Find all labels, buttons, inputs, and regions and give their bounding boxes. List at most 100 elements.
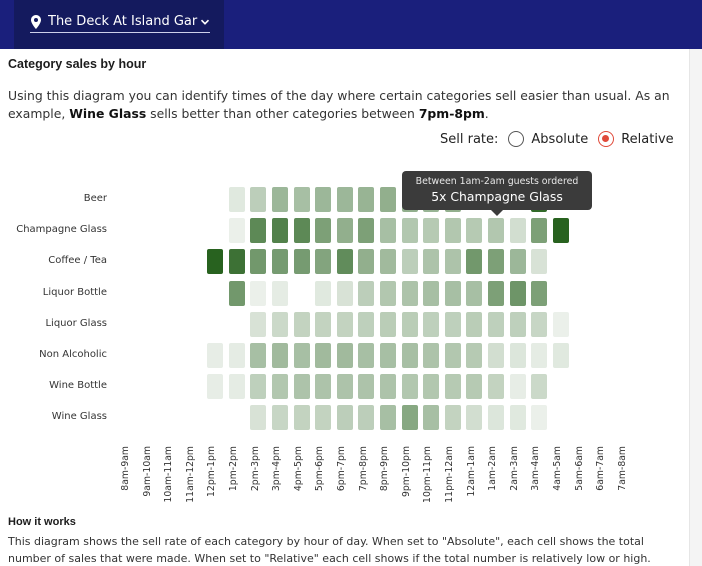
heatmap-cell[interactable] xyxy=(336,374,353,400)
heatmap-cell[interactable] xyxy=(444,280,461,306)
heatmap-cell[interactable] xyxy=(228,374,245,400)
heatmap-cell[interactable] xyxy=(380,405,396,431)
heatmap-cell[interactable] xyxy=(531,280,548,306)
heatmap-cell[interactable] xyxy=(466,311,483,337)
heatmap-cell[interactable] xyxy=(380,280,396,306)
heatmap-cell[interactable] xyxy=(444,249,461,275)
heatmap-cell[interactable] xyxy=(401,280,418,306)
heatmap-cell[interactable] xyxy=(380,187,396,212)
heatmap-cell[interactable] xyxy=(272,343,288,368)
heatmap-cell[interactable] xyxy=(423,249,440,275)
heatmap-cell[interactable] xyxy=(423,280,440,306)
heatmap-cell[interactable] xyxy=(401,343,418,368)
heatmap-cell[interactable] xyxy=(336,280,353,306)
heatmap-cell[interactable] xyxy=(423,311,440,337)
heatmap-cell[interactable] xyxy=(466,280,483,306)
heatmap-cell[interactable] xyxy=(228,218,245,244)
heatmap-cell[interactable] xyxy=(423,405,440,431)
heatmap-cell[interactable] xyxy=(401,311,418,337)
heatmap-cell[interactable] xyxy=(380,343,396,368)
heatmap-cell[interactable] xyxy=(531,311,548,337)
heatmap-cell[interactable] xyxy=(293,311,310,337)
heatmap-cell[interactable] xyxy=(380,249,396,275)
heatmap-cell[interactable] xyxy=(293,187,310,212)
heatmap-cell[interactable] xyxy=(272,187,288,212)
heatmap-cell[interactable] xyxy=(423,343,440,368)
heatmap-cell[interactable] xyxy=(509,311,526,337)
heatmap-cell[interactable] xyxy=(444,311,461,337)
heatmap-cell[interactable] xyxy=(293,405,310,431)
heatmap-cell[interactable] xyxy=(358,249,375,275)
heatmap-cell[interactable] xyxy=(380,311,396,337)
heatmap-cell[interactable] xyxy=(272,280,288,306)
heatmap-cell[interactable] xyxy=(207,249,224,275)
heatmap-cell[interactable] xyxy=(380,374,396,400)
radio-circle-icon[interactable] xyxy=(508,131,525,147)
heatmap-cell[interactable] xyxy=(466,374,483,400)
heatmap-cell[interactable] xyxy=(336,405,353,431)
sell-rate-relative-radio[interactable]: Relative xyxy=(598,131,674,147)
heatmap-cell[interactable] xyxy=(315,343,332,368)
heatmap-cell[interactable] xyxy=(250,187,267,212)
heatmap-cell[interactable] xyxy=(444,374,461,400)
venue-selector[interactable]: The Deck At Island Gar xyxy=(14,0,224,49)
heatmap-cell[interactable] xyxy=(293,343,310,368)
heatmap-cell[interactable] xyxy=(315,374,332,400)
heatmap-cell[interactable] xyxy=(531,249,548,275)
heatmap-cell[interactable] xyxy=(358,280,375,306)
heatmap-cell[interactable] xyxy=(401,218,418,244)
heatmap-cell[interactable] xyxy=(358,405,375,431)
heatmap-cell[interactable] xyxy=(293,249,310,275)
heatmap-cell[interactable] xyxy=(401,374,418,400)
heatmap-cell[interactable] xyxy=(509,374,526,400)
heatmap-cell[interactable] xyxy=(488,249,504,275)
heatmap-cell[interactable] xyxy=(358,374,375,400)
heatmap-cell[interactable] xyxy=(293,374,310,400)
heatmap-cell[interactable] xyxy=(272,374,288,400)
heatmap-cell[interactable] xyxy=(531,374,548,400)
heatmap-cell[interactable] xyxy=(488,218,504,244)
heatmap-cell[interactable] xyxy=(552,343,569,368)
heatmap-cell[interactable] xyxy=(552,311,569,337)
venue-dropdown[interactable]: The Deck At Island Gar xyxy=(30,11,210,33)
heatmap-cell[interactable] xyxy=(401,249,418,275)
heatmap-cell[interactable] xyxy=(509,249,526,275)
heatmap-cell[interactable] xyxy=(509,280,526,306)
heatmap-cell[interactable] xyxy=(444,405,461,431)
heatmap-cell[interactable] xyxy=(207,343,224,368)
page-scrollbar[interactable] xyxy=(689,49,702,566)
heatmap-cell[interactable] xyxy=(509,405,526,431)
heatmap-cell[interactable] xyxy=(272,249,288,275)
heatmap-cell[interactable] xyxy=(531,343,548,368)
heatmap-cell[interactable] xyxy=(423,374,440,400)
heatmap-cell[interactable] xyxy=(466,405,483,431)
heatmap-cell[interactable] xyxy=(315,249,332,275)
heatmap-cell[interactable] xyxy=(272,311,288,337)
heatmap-cell[interactable] xyxy=(250,374,267,400)
heatmap-cell[interactable] xyxy=(488,343,504,368)
heatmap-cell[interactable] xyxy=(488,311,504,337)
heatmap-cell[interactable] xyxy=(293,218,310,244)
heatmap-cell[interactable] xyxy=(207,374,224,400)
heatmap-cell[interactable] xyxy=(336,311,353,337)
heatmap-cell[interactable] xyxy=(488,280,504,306)
heatmap-cell[interactable] xyxy=(315,218,332,244)
heatmap-cell[interactable] xyxy=(250,249,267,275)
heatmap-cell[interactable] xyxy=(444,218,461,244)
heatmap-cell[interactable] xyxy=(336,343,353,368)
heatmap-cell[interactable] xyxy=(466,218,483,244)
heatmap-cell[interactable] xyxy=(315,405,332,431)
heatmap-cell[interactable] xyxy=(488,405,504,431)
heatmap-cell[interactable] xyxy=(336,249,353,275)
heatmap-cell[interactable] xyxy=(444,343,461,368)
heatmap-cell[interactable] xyxy=(250,218,267,244)
heatmap-cell[interactable] xyxy=(336,187,353,212)
heatmap-cell[interactable] xyxy=(509,218,526,244)
heatmap-cell[interactable] xyxy=(250,343,267,368)
heatmap-cell[interactable] xyxy=(272,218,288,244)
heatmap-cell[interactable] xyxy=(423,218,440,244)
heatmap-cell[interactable] xyxy=(488,374,504,400)
heatmap-cell[interactable] xyxy=(466,249,483,275)
heatmap-cell[interactable] xyxy=(552,218,569,244)
heatmap-cell[interactable] xyxy=(228,280,245,306)
